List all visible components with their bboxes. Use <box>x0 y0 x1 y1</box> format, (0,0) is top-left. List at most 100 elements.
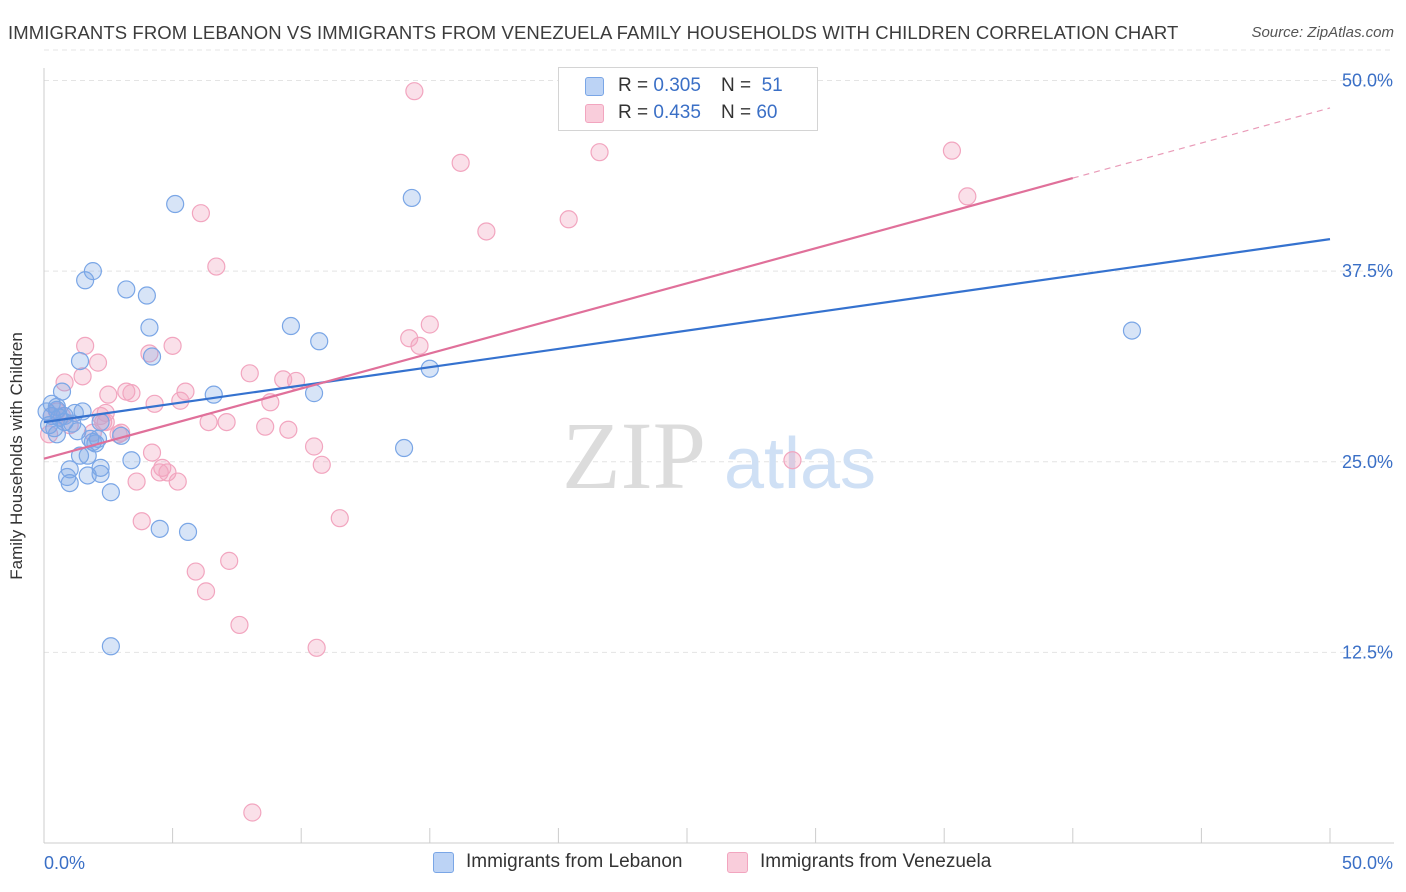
series-legend-venezuela: Immigrants from Venezuela <box>727 851 991 873</box>
legend-lebanon-n: 51 <box>761 75 783 96</box>
point-venezuela <box>958 187 977 206</box>
legend-n-label: N = <box>720 102 752 123</box>
legend-venezuela-n: 60 <box>756 102 778 123</box>
point-venezuela <box>88 353 108 372</box>
point-venezuela <box>207 257 226 276</box>
series-legend-label-venezuela: Immigrants from Venezuela <box>760 851 992 872</box>
y-tick-label: 25.0% <box>1342 452 1393 472</box>
point-lebanon <box>70 446 90 465</box>
grid-lines <box>44 49 1394 653</box>
y-tick-label: 50.0% <box>1342 71 1393 91</box>
legend-row-venezuela: R = 0.435 N = 60 <box>585 101 777 125</box>
point-venezuela <box>400 329 419 348</box>
point-venezuela <box>186 562 205 581</box>
point-lebanon <box>166 194 185 214</box>
point-lebanon <box>281 316 301 336</box>
point-venezuela <box>942 141 962 160</box>
series-legend-label-lebanon: Immigrants from Lebanon <box>466 851 683 872</box>
point-venezuela <box>176 382 195 401</box>
point-lebanon <box>70 352 90 371</box>
legend-venezuela-r: 0.435 <box>653 102 701 123</box>
point-venezuela <box>304 437 324 456</box>
point-venezuela <box>451 153 470 172</box>
point-venezuela <box>76 336 95 355</box>
point-venezuela <box>163 336 182 355</box>
point-venezuela <box>590 143 609 162</box>
point-venezuela <box>307 638 326 657</box>
point-venezuela <box>420 315 439 334</box>
y-tick-label: 37.5% <box>1342 261 1393 281</box>
series-legend-swatch-venezuela <box>727 851 748 873</box>
series-legend-lebanon: Immigrants from Lebanon <box>433 851 683 873</box>
point-lebanon <box>91 413 110 432</box>
point-venezuela <box>243 803 262 822</box>
axes <box>43 68 1394 844</box>
legend-r-label: R = <box>618 102 649 123</box>
point-venezuela <box>140 344 159 363</box>
point-venezuela <box>256 417 275 436</box>
point-lebanon <box>60 474 79 493</box>
trend-lines <box>43 107 1331 460</box>
point-venezuela <box>122 384 141 403</box>
legend-r-label: R = <box>618 75 649 96</box>
point-venezuela <box>127 472 146 491</box>
point-lebanon <box>91 464 110 484</box>
point-venezuela <box>312 455 331 474</box>
point-lebanon <box>150 519 169 538</box>
point-venezuela <box>158 463 177 482</box>
chart-source: Source: ZipAtlas.com <box>1251 24 1394 41</box>
point-lebanon <box>60 460 79 479</box>
trendline-venezuela <box>43 177 1074 460</box>
point-venezuela <box>477 222 496 241</box>
y-tick-label: 12.5% <box>1342 642 1393 662</box>
point-venezuela <box>142 443 162 462</box>
legend-row-lebanon: R = 0.305 N = 51 <box>585 74 783 98</box>
legend-n-label: N = <box>720 75 752 96</box>
point-lebanon <box>394 438 414 458</box>
point-lebanon <box>76 271 95 290</box>
series-legend: Immigrants from Lebanon Immigrants from … <box>0 851 1406 877</box>
point-venezuela <box>220 551 239 570</box>
x-tick-label: 0.0% <box>44 853 85 873</box>
legend-swatch-venezuela <box>585 103 604 123</box>
point-lebanon <box>83 262 102 281</box>
point-lebanon <box>142 347 162 366</box>
legend-lebanon-r: 0.305 <box>653 75 701 96</box>
point-lebanon <box>101 483 120 502</box>
point-venezuela <box>279 420 298 439</box>
point-venezuela <box>196 582 216 601</box>
point-venezuela <box>145 394 164 413</box>
point-venezuela <box>783 451 802 470</box>
point-lebanon <box>204 385 223 404</box>
point-venezuela <box>168 472 187 491</box>
chart-title: IMMIGRANTS FROM LEBANON VS IMMIGRANTS FR… <box>8 22 1179 43</box>
point-venezuela <box>230 615 249 635</box>
watermark-zip: ZIP <box>562 402 706 509</box>
legend-swatch-lebanon <box>585 76 604 96</box>
point-venezuela <box>191 204 210 223</box>
point-lebanon <box>101 637 120 656</box>
point-lebanon <box>310 332 329 351</box>
point-venezuela <box>559 210 578 229</box>
point-venezuela <box>410 336 429 355</box>
point-venezuela <box>240 364 259 383</box>
point-lebanon <box>52 382 72 401</box>
point-lebanon <box>178 522 198 542</box>
point-venezuela <box>73 367 92 386</box>
point-lebanon <box>137 286 156 305</box>
point-lebanon <box>140 318 159 337</box>
point-lebanon <box>91 458 110 477</box>
x-tick-label: 50.0% <box>1342 853 1393 873</box>
point-venezuela <box>217 413 236 432</box>
series-legend-swatch-lebanon <box>433 851 454 873</box>
point-venezuela <box>132 512 151 531</box>
point-venezuela <box>99 385 118 404</box>
point-lebanon <box>117 280 136 299</box>
point-lebanon <box>402 188 421 208</box>
point-lebanon <box>1122 321 1142 340</box>
point-lebanon <box>47 397 66 416</box>
correlation-legend: R = 0.305 N = 51 R = 0.435 N = 60 <box>558 67 818 131</box>
trendline-lebanon <box>43 238 1331 424</box>
trendline-venezuela-extension <box>1072 107 1331 179</box>
